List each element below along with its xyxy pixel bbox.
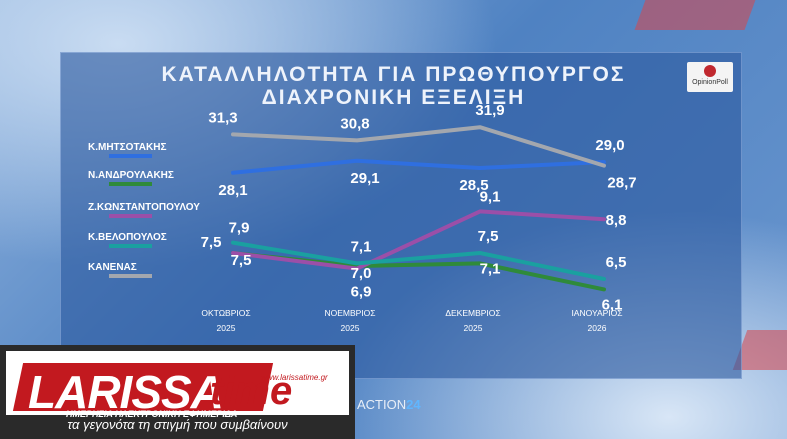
x-tick-year: 2025 [217,323,236,333]
data-label: 7,5 [201,234,222,251]
data-label: 6,5 [606,254,627,271]
action24-text: ACTION [357,397,407,412]
data-label: 29,1 [350,170,379,187]
x-tick-year: 2025 [464,323,483,333]
legend-label: Ν.ΑΝΔΡΟΥΛΑΚΗΣ [88,170,174,181]
chart-title-line1: ΚΑΤΑΛΛΗΛΟΤΗΤΑ ΓΙΑ ΠΡΩΘΥΠΟΥΡΓΟΣ [161,63,626,86]
legend-label: Κ.ΜΗΤΣΟΤΑΚΗΣ [88,142,166,153]
larissatime-banner: LARISSA time www.larissatime.gr ΗΜΕΡΗΣΙΑ… [0,345,355,439]
data-label: 8,8 [606,212,627,229]
action24-logo: ACTION24 [357,397,421,412]
banner-site: www.larissatime.gr [261,373,328,382]
action24-number: 24 [406,397,421,412]
logo-text: OpinionPoll [692,79,728,86]
series-line [231,125,606,168]
x-tick-month: ΟΚΤΩΒΡΙΟΣ [201,308,250,318]
data-label: 7,1 [480,260,501,277]
data-label: 9,1 [480,188,501,205]
data-label: 28,5 [459,177,488,194]
banner-subtitle: ΗΜΕΡΗΣΙΑ ΗΛΕΚΤΡΟΝΙΚΗ ΕΦΗΜΕΡΙΔΑ [66,409,238,419]
series-line [231,240,606,281]
opinionpoll-logo: OpinionPoll [687,62,733,92]
data-label: 28,7 [607,175,636,192]
data-label: 6,9 [351,284,372,301]
data-label: 28,1 [218,182,247,199]
data-label: 7,5 [231,252,252,269]
x-tick-year: 2026 [588,323,607,333]
x-tick-month: ΝΟΕΜΒΡΙΟΣ [324,308,375,318]
data-label: 31,3 [208,109,237,126]
data-label: 7,5 [478,228,499,245]
data-label: 31,9 [475,102,504,119]
banner-brand-time: time [210,369,293,413]
x-tick-month: ΙΑΝΟΥΑΡΙΟΣ [571,308,622,318]
banner-white-box: LARISSA time www.larissatime.gr ΗΜΕΡΗΣΙΑ… [6,351,349,419]
logo-circle-icon [704,65,716,77]
data-label: 7,0 [351,265,372,282]
x-tick-month: ΔΕΚΕΜΒΡΙΟΣ [445,308,500,318]
series-line [231,209,606,271]
chart-panel [60,52,742,379]
data-label: 7,1 [351,238,372,255]
series-line [231,158,606,175]
data-label: 7,9 [229,220,250,237]
legend-label: Κ.ΒΕΛΟΠΟΥΛΟΣ [88,232,167,243]
x-tick-year: 2025 [341,323,360,333]
data-label: 6,1 [602,296,623,313]
data-label: 30,8 [340,115,369,132]
legend-label: ΚΑΝΕΝΑΣ [88,262,137,273]
data-label: 29,0 [595,137,624,154]
banner-tagline: τα γεγονότα τη στιγμή που συμβαίνουν [67,417,288,432]
chart-title-line2: ΔΙΑΧΡΟΝΙΚΗ ΕΞΕΛΙΞΗ [261,86,526,109]
banner-brand-main: LARISSA [28,366,224,418]
legend-label: Ζ.ΚΩΝΣΤΑΝΤΟΠΟΥΛΟΥ [88,202,200,213]
